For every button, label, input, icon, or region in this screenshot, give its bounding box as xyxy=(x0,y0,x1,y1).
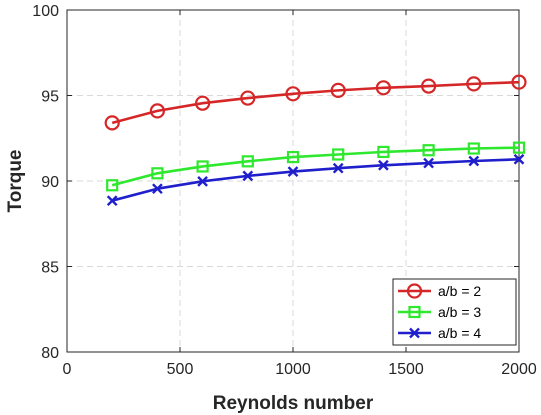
y-tick-label: 80 xyxy=(41,345,59,362)
x-marker-stroke xyxy=(409,327,420,339)
data-point-x xyxy=(287,166,299,177)
data-point-x xyxy=(197,175,208,187)
data-point-square xyxy=(422,144,435,157)
y-tick-label: 100 xyxy=(32,3,59,20)
y-tick-label: 90 xyxy=(41,174,59,191)
data-point-x xyxy=(106,195,118,207)
data-point-x xyxy=(332,162,344,174)
y-tick-label: 95 xyxy=(41,89,59,106)
legend-label: a/b = 2 xyxy=(438,283,481,299)
x-tick-label: 0 xyxy=(63,361,72,378)
data-point-circle xyxy=(375,80,391,96)
y-axis-label: Torque xyxy=(5,150,26,213)
data-point-x xyxy=(152,183,163,195)
data-point-square xyxy=(151,167,164,180)
x-marker-stroke xyxy=(332,162,344,174)
x-marker-stroke xyxy=(513,153,525,165)
data-point-circle xyxy=(104,115,120,131)
data-point-circle xyxy=(511,74,527,90)
series-line xyxy=(111,157,520,202)
data-point-x xyxy=(423,157,434,169)
data-point-square xyxy=(467,142,480,155)
legend: a/b = 2 a/b = 3 a/b = 4 xyxy=(392,278,517,346)
data-point-circle xyxy=(240,90,256,106)
data-point-x xyxy=(378,159,389,171)
data-point-square xyxy=(377,145,390,159)
series-layer xyxy=(104,74,527,207)
x-marker-stroke xyxy=(287,166,299,177)
data-point-x xyxy=(242,170,254,182)
data-point-square xyxy=(512,141,526,154)
x-marker-stroke xyxy=(468,155,480,167)
data-point-x xyxy=(409,327,420,339)
x-marker-stroke xyxy=(106,195,118,207)
x-tick-label: 2000 xyxy=(501,361,537,378)
x-tick-label: 1500 xyxy=(388,361,424,378)
data-point-circle xyxy=(466,76,482,92)
y-tick-label: 85 xyxy=(41,260,59,277)
legend-item: a/b = 3 xyxy=(398,304,481,320)
data-point-x xyxy=(513,153,525,165)
series-2 xyxy=(106,141,526,192)
data-point-circle xyxy=(195,95,211,111)
data-point-circle xyxy=(421,78,437,94)
data-point-x xyxy=(468,155,480,167)
data-point-circle xyxy=(330,82,346,98)
legend-item: a/b = 2 xyxy=(398,283,481,299)
data-point-circle xyxy=(149,103,165,119)
series-line xyxy=(111,146,520,187)
x-tick-label: 500 xyxy=(167,361,194,378)
series-1 xyxy=(104,74,527,131)
x-marker-stroke xyxy=(152,183,163,195)
data-point-square xyxy=(286,150,300,164)
x-marker-stroke xyxy=(242,170,254,182)
data-point-square xyxy=(106,179,119,192)
data-point-square xyxy=(408,305,421,319)
data-point-square xyxy=(196,160,209,173)
legend-item: a/b = 4 xyxy=(398,325,481,341)
series-3 xyxy=(106,153,525,207)
axis-ticks: 0 500 1000 1500 2000 80 85 90 95 100 xyxy=(32,3,537,378)
x-marker-stroke xyxy=(197,175,208,187)
legend-label: a/b = 3 xyxy=(438,304,481,320)
x-marker-stroke xyxy=(423,157,434,169)
data-point-circle xyxy=(285,86,301,102)
x-marker-stroke xyxy=(378,159,389,171)
x-tick-label: 1000 xyxy=(275,361,311,378)
data-point-square xyxy=(241,155,254,168)
data-point-square xyxy=(332,148,345,161)
series-line xyxy=(111,80,520,125)
data-point-circle xyxy=(406,283,423,299)
legend-label: a/b = 4 xyxy=(438,325,481,341)
x-axis-label: Reynolds number xyxy=(213,393,374,414)
